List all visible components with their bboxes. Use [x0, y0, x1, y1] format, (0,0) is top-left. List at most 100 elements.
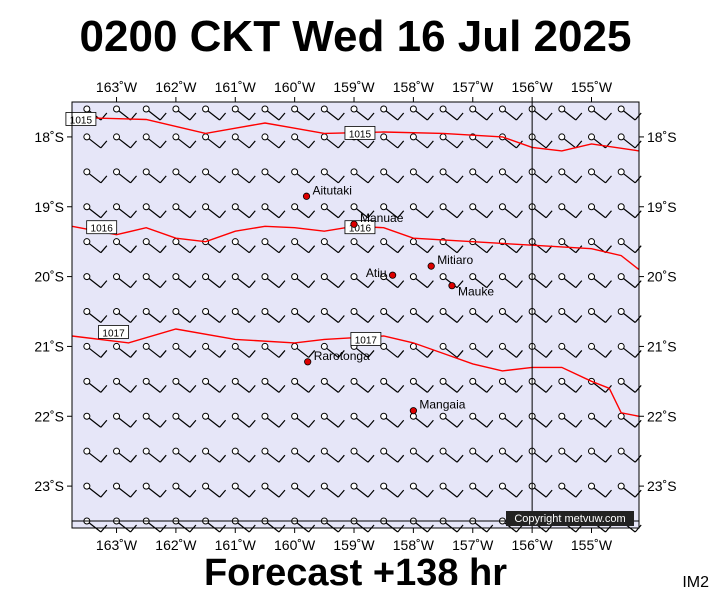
wind-barb [83, 447, 108, 463]
lat-tick-label-right: 23˚S [647, 478, 677, 494]
wind-barb [409, 447, 434, 463]
wind-barb [172, 133, 197, 149]
wind-barb [320, 238, 345, 254]
isobar-line [71, 225, 640, 271]
wind-barb [617, 238, 642, 254]
wind-barb [498, 308, 523, 323]
wind-barb [380, 133, 405, 149]
wind-barb [588, 168, 612, 184]
wind-barb [83, 412, 108, 428]
place-marker: Mauke [448, 282, 494, 299]
wind-barb [320, 203, 345, 219]
wind-barb [498, 412, 523, 428]
wind-barb [469, 168, 494, 184]
wind-barb [439, 168, 464, 184]
wind-barb [320, 342, 345, 358]
wind-barb [350, 238, 375, 254]
wind-barb [320, 168, 345, 184]
wind-barb [320, 377, 345, 393]
lat-tick-label-right: 18˚S [647, 129, 677, 145]
lon-tick-label-bottom: 158˚W [393, 537, 435, 553]
svg-text:1017: 1017 [355, 335, 378, 346]
wind-barb [261, 447, 286, 463]
wind-barb [83, 273, 108, 289]
wind-barb [380, 203, 405, 219]
lat-tick-label-left: 19˚S [34, 199, 64, 215]
forecast-title: 0200 CKT Wed 16 Jul 2025 [79, 12, 632, 61]
wind-barb [172, 308, 197, 323]
place-marker: Rarotonga [304, 349, 370, 366]
wind-barb [439, 203, 464, 219]
wind-barb [617, 105, 642, 121]
wind-barb [380, 412, 405, 428]
wind-barb [320, 447, 345, 463]
wind-barb [113, 412, 137, 428]
wind-barb [558, 308, 583, 323]
wind-barb [113, 168, 137, 184]
lon-tick-label-top: 162˚W [155, 79, 197, 95]
wind-barb [617, 482, 642, 498]
lon-tick-label-top: 156˚W [512, 79, 554, 95]
place-marker: Mangaia [409, 398, 466, 415]
wind-barb [261, 168, 286, 184]
wind-barb [588, 133, 612, 149]
place-label: Mauke [458, 285, 494, 299]
wind-barb [409, 377, 434, 393]
lon-tick-label-top: 155˚W [571, 79, 613, 95]
wind-barb [350, 377, 375, 393]
wind-barb [172, 482, 197, 498]
lat-tick-label-left: 20˚S [34, 269, 64, 285]
wind-barb [350, 447, 375, 463]
wind-barb [498, 238, 523, 254]
isobar-label: 1016 [86, 220, 118, 235]
lon-tick-label-top: 163˚W [96, 79, 138, 95]
lon-tick-label-bottom: 160˚W [274, 537, 316, 553]
wind-barb [202, 105, 227, 121]
wind-barb [409, 308, 434, 323]
wind-barb [202, 273, 227, 289]
wind-barb [469, 105, 494, 121]
wind-barb [558, 168, 583, 184]
wind-barb [231, 273, 256, 289]
wind-barb [558, 342, 583, 358]
wind-barb [617, 308, 642, 323]
wind-barb [409, 273, 434, 289]
image-tag: IM2 [682, 574, 709, 591]
wind-barb [202, 412, 227, 428]
wind-barb [617, 203, 642, 219]
wind-barb [498, 342, 523, 358]
wind-barb [498, 203, 523, 219]
wind-barb [291, 105, 316, 121]
wind-barb [320, 482, 345, 498]
wind-barb [350, 482, 375, 498]
lon-tick-label-top: 157˚W [452, 79, 494, 95]
wind-barb [439, 412, 464, 428]
place-label: Manuae [360, 211, 404, 225]
wind-barb [142, 342, 167, 358]
wind-barb [320, 105, 345, 121]
wind-barb [439, 308, 464, 323]
wind-barb [291, 482, 316, 498]
wind-barb [113, 238, 137, 254]
place-label: Mitiaro [437, 253, 473, 267]
isobar-line [71, 328, 640, 417]
wind-barb [291, 273, 316, 289]
lat-tick-label-left: 23˚S [34, 478, 64, 494]
wind-barb [588, 342, 612, 358]
wind-barb [617, 377, 642, 393]
copyright-text: Copyright metvuw.com [514, 513, 625, 525]
wind-barb [172, 342, 197, 358]
wind-barb [617, 342, 642, 358]
axis-ticks-layer: 163˚W 163˚W 162˚W 162˚W 161˚W 161˚W 160˚W 160˚W… [34, 79, 676, 553]
wind-barb [588, 105, 612, 121]
wind-barb [469, 308, 494, 323]
wind-barb [409, 105, 434, 121]
wind-barb [291, 203, 316, 219]
wind-barb [142, 482, 167, 498]
wind-barb [469, 203, 494, 219]
wind-barb [172, 203, 197, 219]
wind-barb [172, 377, 197, 393]
isobar-line [71, 116, 640, 152]
wind-barb [231, 203, 256, 219]
